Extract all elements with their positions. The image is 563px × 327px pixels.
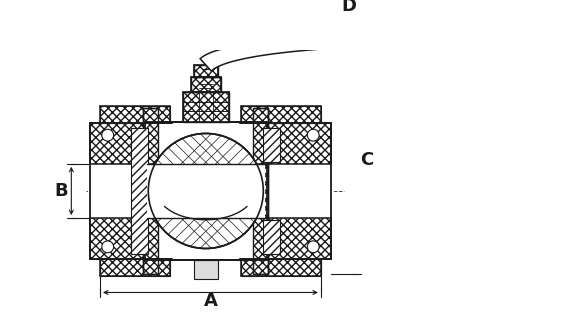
Text: A: A (203, 292, 217, 310)
Polygon shape (200, 36, 491, 71)
Bar (240, 123, 331, 259)
Text: C: C (360, 151, 373, 169)
Bar (242, 106, 321, 123)
Circle shape (148, 133, 263, 249)
Bar (263, 220, 280, 254)
Bar (191, 77, 221, 92)
Bar (100, 106, 170, 123)
Bar (145, 122, 267, 260)
Bar (233, 164, 334, 218)
Text: B: B (55, 182, 68, 200)
Bar (90, 123, 172, 259)
Bar (146, 164, 265, 218)
Bar (131, 128, 148, 254)
Bar (88, 164, 178, 218)
Circle shape (102, 241, 114, 253)
Circle shape (307, 129, 319, 141)
Bar (263, 128, 280, 162)
Bar (143, 108, 158, 274)
Bar (253, 108, 269, 274)
Bar (194, 260, 218, 279)
Bar (100, 259, 170, 276)
Bar (183, 92, 230, 122)
Bar (194, 65, 218, 77)
Text: D: D (341, 0, 356, 15)
Circle shape (102, 129, 114, 141)
Bar (242, 259, 321, 276)
Circle shape (307, 241, 319, 253)
